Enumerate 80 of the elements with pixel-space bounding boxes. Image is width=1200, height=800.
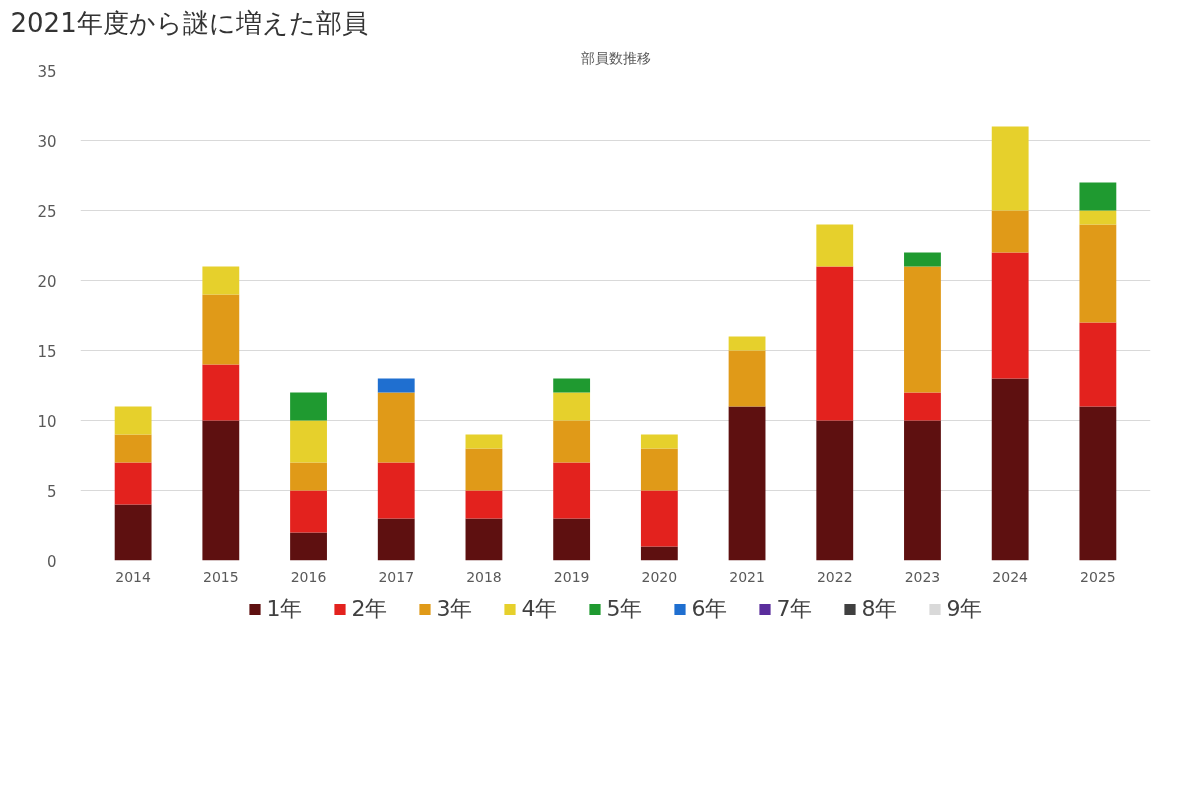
- bar: [816, 420, 854, 561]
- bar: [377, 518, 415, 561]
- legend-label: 3年: [436, 595, 473, 623]
- bar: [904, 420, 941, 561]
- bar: [640, 490, 678, 547]
- chart-title: 2021年度から謎に増えた部員: [10, 7, 368, 38]
- x-tick-label: 2022: [816, 568, 853, 585]
- legend-label: 4年: [521, 595, 558, 623]
- bar: [465, 518, 503, 561]
- legend-label: 2年: [351, 595, 388, 623]
- bar: [553, 462, 591, 519]
- x-tick-label: 2024: [992, 568, 1029, 585]
- bar: [640, 448, 678, 491]
- bar: [377, 378, 415, 393]
- chart-subtitle: 部員数推移: [580, 49, 651, 66]
- bar: [991, 126, 1029, 211]
- y-tick-label: 35: [37, 62, 57, 81]
- bar: [816, 224, 854, 267]
- legend-label: 5年: [606, 595, 643, 623]
- x-tick-label: 2015: [203, 568, 239, 585]
- x-tick-label: 2014: [115, 568, 152, 585]
- legend-label: 1年: [266, 595, 303, 623]
- bar: [553, 518, 591, 561]
- y-tick-label: 20: [37, 272, 57, 291]
- bar: [991, 210, 1029, 253]
- y-tick-label: 0: [46, 552, 57, 571]
- bar: [553, 420, 591, 463]
- legend-label: 6年: [691, 595, 728, 623]
- bar: [640, 434, 678, 449]
- bar: [465, 448, 503, 491]
- bar: [904, 392, 941, 421]
- bar: [114, 462, 152, 505]
- bar: [904, 252, 941, 267]
- bar: [1079, 224, 1117, 323]
- bar: [202, 364, 240, 421]
- bar: [728, 350, 766, 407]
- bar: [1079, 182, 1117, 211]
- bar: [290, 490, 327, 533]
- bar: [377, 462, 415, 519]
- bar: [290, 462, 327, 491]
- y-tick-label: 10: [37, 412, 57, 431]
- bar: [114, 504, 152, 561]
- y-tick-label: 25: [37, 202, 57, 221]
- legend-label: 9年: [946, 595, 983, 623]
- bar: [465, 434, 503, 449]
- x-tick-label: 2018: [466, 568, 502, 585]
- x-tick-label: 2016: [290, 568, 327, 585]
- bar: [991, 378, 1029, 561]
- x-tick-label: 2020: [641, 568, 678, 585]
- bar: [640, 546, 678, 561]
- bar: [202, 266, 240, 295]
- legend-label: 7年: [776, 595, 813, 623]
- bar: [114, 406, 152, 435]
- legend-label: 8年: [861, 595, 898, 623]
- bar: [991, 252, 1029, 379]
- y-tick-label: 15: [37, 342, 57, 361]
- bar: [904, 266, 941, 393]
- x-tick-label: 2023: [904, 568, 941, 585]
- bar: [202, 420, 240, 561]
- bar: [290, 532, 327, 561]
- bar: [553, 378, 591, 393]
- bar: [1079, 210, 1117, 225]
- bar: [465, 490, 503, 519]
- bar: [202, 294, 240, 365]
- bar: [728, 406, 766, 561]
- bar: [553, 392, 591, 421]
- bar: [728, 336, 766, 351]
- bar: [290, 392, 327, 421]
- bar: [377, 392, 415, 463]
- x-tick-label: 2019: [553, 568, 590, 585]
- x-tick-label: 2017: [378, 568, 415, 585]
- y-tick-label: 30: [37, 132, 57, 151]
- bar: [1079, 406, 1117, 561]
- bar: [816, 266, 854, 421]
- bar: [290, 420, 327, 463]
- x-tick-label: 2021: [729, 568, 765, 585]
- bar: [1079, 322, 1117, 407]
- y-tick-label: 5: [46, 482, 57, 501]
- bar: [114, 434, 152, 463]
- x-tick-label: 2025: [1080, 568, 1116, 585]
